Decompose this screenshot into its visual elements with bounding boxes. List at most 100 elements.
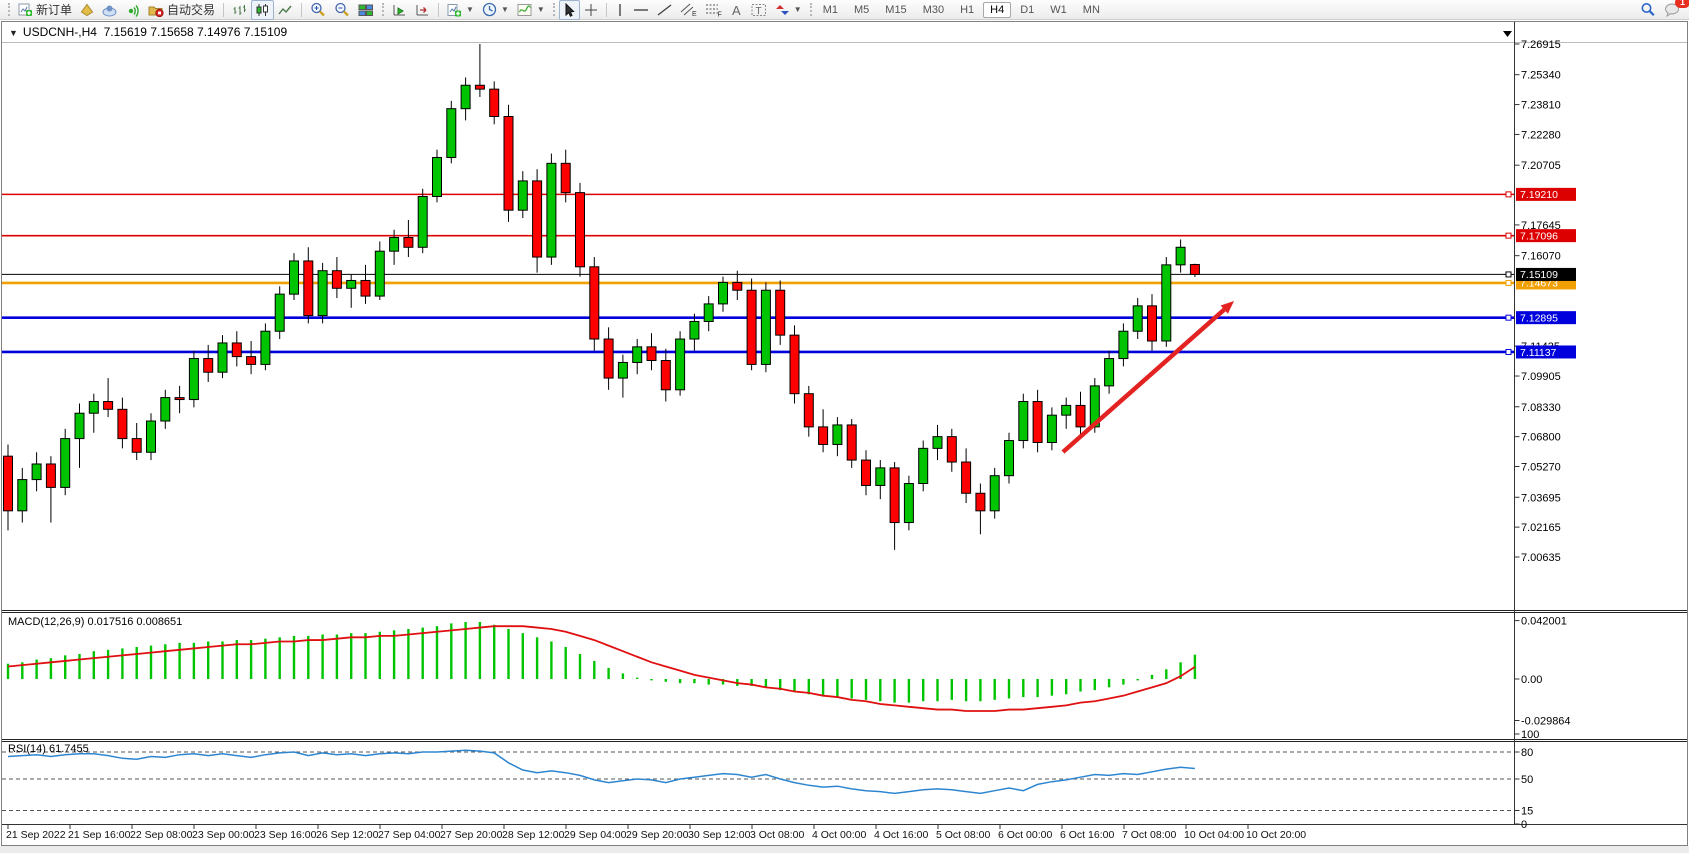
timeframe-MN[interactable]: MN xyxy=(1082,3,1100,16)
chat-bubble-icon xyxy=(1665,3,1679,17)
text-label-tool-button[interactable]: T xyxy=(747,0,771,20)
svg-text:E: E xyxy=(692,11,697,17)
toolbar-grip[interactable] xyxy=(552,3,555,16)
community-button[interactable] xyxy=(98,0,121,20)
price-axis[interactable]: 7.26915 7.25340 7.23810 7.22280 7.20705 7.176… xyxy=(1514,39,1561,564)
bar-chart-icon xyxy=(233,4,247,15)
level-handle[interactable] xyxy=(1505,314,1512,321)
chart-title-bar[interactable]: ▼ USDCNH-,H4 7.15619 7.15658 7.14976 7.15… xyxy=(9,25,287,39)
text-tool-icon: A xyxy=(732,3,741,17)
toolbar-grip[interactable] xyxy=(809,3,812,16)
time-axis-label: 29 Sep 04:00 xyxy=(564,829,627,841)
fibonacci-tool-button[interactable]: F xyxy=(701,0,726,20)
text-tool-button[interactable]: A xyxy=(726,0,747,20)
fibonacci-icon: F xyxy=(705,4,722,18)
level-handle[interactable] xyxy=(1505,232,1512,239)
timeframe-W1[interactable]: W1 xyxy=(1050,3,1067,16)
equidistant-channel-tool-button[interactable]: E xyxy=(676,0,701,20)
svg-text:80: 80 xyxy=(1521,747,1533,759)
arrows-tool-button[interactable]: ▼ xyxy=(771,0,806,20)
toolbar-separator xyxy=(301,2,303,17)
svg-text:T: T xyxy=(755,6,761,17)
line-chart-icon xyxy=(278,5,292,14)
svg-text:7.19210: 7.19210 xyxy=(1520,189,1558,201)
autotrading-button[interactable]: 自动交易 xyxy=(144,0,219,20)
notifications-button[interactable]: 1 xyxy=(1660,0,1689,20)
level-handle[interactable] xyxy=(1505,191,1512,198)
price-label-chip xyxy=(1516,267,1576,281)
favorites-icon-button[interactable] xyxy=(76,0,98,20)
macd-panel[interactable]: 0.042001 0.00 -0.029864 MACD(12,26,9) 0.017… xyxy=(6,616,1571,728)
svg-text:7.06800: 7.06800 xyxy=(1521,432,1561,444)
dropdown-caret: ▼ xyxy=(536,5,545,14)
window-menu-icon[interactable]: ▼ xyxy=(9,28,18,38)
periods-button[interactable]: ▼ xyxy=(478,0,513,20)
cursor-tool-button[interactable] xyxy=(558,0,580,20)
level-handle[interactable] xyxy=(1505,348,1512,355)
svg-text:0: 0 xyxy=(1521,819,1527,831)
time-axis-label: 26 Sep 12:00 xyxy=(316,829,379,841)
timeframe-M1[interactable]: M1 xyxy=(822,3,838,16)
line-chart-mode-button[interactable] xyxy=(274,0,297,20)
indicators-icon xyxy=(517,3,532,16)
new-order-label: 新订单 xyxy=(36,3,73,17)
macd-signal-line xyxy=(7,625,1196,712)
svg-text:7.26915: 7.26915 xyxy=(1521,39,1561,51)
new-chart-button[interactable]: ▼ xyxy=(443,0,478,20)
timeframe-H4[interactable]: H4 xyxy=(983,1,1012,18)
tile-windows-button[interactable] xyxy=(354,0,378,20)
timeframe-D1[interactable]: D1 xyxy=(1020,3,1035,16)
svg-text:F: F xyxy=(717,12,721,18)
new-order-button[interactable]: 新订单 xyxy=(14,0,76,20)
svg-text:7.23810: 7.23810 xyxy=(1521,100,1561,112)
timeframe-M30[interactable]: M30 xyxy=(922,3,945,16)
level-handle[interactable] xyxy=(1505,271,1512,278)
scroll-to-end-marker[interactable] xyxy=(1503,31,1512,37)
svg-text:7.02165: 7.02165 xyxy=(1521,522,1561,534)
time-axis-label: 22 Sep 08:00 xyxy=(130,829,193,841)
timeframe-M15[interactable]: M15 xyxy=(885,3,907,16)
panel-separators[interactable] xyxy=(2,610,1687,825)
cursor-icon xyxy=(565,2,575,17)
level-handle[interactable] xyxy=(1505,279,1512,286)
notification-badge: 1 xyxy=(1675,0,1689,8)
zoom-out-button[interactable] xyxy=(330,0,354,20)
time-axis[interactable]: 21 Sep 2022 21 Sep 16:00 22 Sep 08:00 23 Se… xyxy=(6,824,1306,842)
trend-arrow[interactable] xyxy=(1061,301,1234,454)
time-axis-label: 3 Oct 08:00 xyxy=(750,829,804,841)
svg-text:7.00635: 7.00635 xyxy=(1521,552,1561,564)
vertical-line-icon xyxy=(619,3,621,16)
signals-button[interactable] xyxy=(121,0,144,20)
price-label-chip xyxy=(1516,229,1576,243)
trendline-tool-button[interactable] xyxy=(653,0,676,20)
indicators-button[interactable]: ▼ xyxy=(513,0,549,20)
svg-text:A: A xyxy=(732,3,741,17)
zoom-in-icon xyxy=(311,2,325,17)
timeframe-M5[interactable]: M5 xyxy=(854,3,870,16)
chart-shift-button[interactable] xyxy=(388,0,411,20)
toolbar-grip[interactable] xyxy=(382,3,385,16)
vertical-line-tool-button[interactable] xyxy=(611,0,629,20)
auto-scroll-button[interactable] xyxy=(411,0,434,20)
candles-layer xyxy=(3,43,1200,550)
candlestick-mode-button[interactable] xyxy=(251,0,275,20)
level-lines[interactable] xyxy=(2,193,1514,354)
time-axis-label: 6 Oct 16:00 xyxy=(1060,829,1114,841)
time-axis-label: 6 Oct 00:00 xyxy=(998,829,1052,841)
arrows-icon xyxy=(775,4,789,15)
bar-chart-mode-button[interactable] xyxy=(228,0,251,20)
toolbar-grip[interactable] xyxy=(8,3,10,16)
svg-text:50: 50 xyxy=(1521,774,1533,786)
zoom-in-button[interactable] xyxy=(306,0,330,20)
time-axis-label: 4 Oct 00:00 xyxy=(812,829,866,841)
horizontal-line-tool-button[interactable] xyxy=(629,0,653,20)
rsi-panel[interactable]: 100 80 50 150 RSI(14) 61.7455 xyxy=(2,729,1539,831)
time-axis-label: 23 Sep 16:00 xyxy=(254,829,317,841)
toolbar-separator xyxy=(438,2,440,17)
svg-text:7.08330: 7.08330 xyxy=(1521,402,1561,414)
crosshair-tool-button[interactable] xyxy=(580,0,602,20)
search-button[interactable] xyxy=(1636,0,1660,20)
text-label-icon: T xyxy=(751,3,766,17)
timeframe-H1[interactable]: H1 xyxy=(960,3,975,16)
